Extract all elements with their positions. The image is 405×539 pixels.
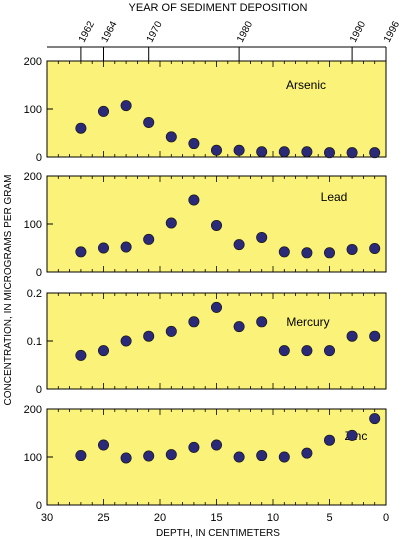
panel-mercury: 0 0.1 0.2 Mercury (27, 288, 387, 396)
x-axis-title: DEPTH, IN CENTIMETERS (156, 528, 280, 539)
data-point (369, 147, 381, 159)
data-point (98, 105, 110, 117)
depth-axis: 30 25 20 15 10 5 0 (41, 512, 389, 524)
panel-frame (46, 408, 387, 506)
data-point (233, 239, 245, 251)
panel-frame (46, 60, 387, 158)
data-point (165, 325, 177, 337)
data-point (188, 441, 200, 453)
x-tick-label: 30 (41, 512, 53, 524)
data-point (278, 146, 290, 158)
panels: 0100200Arsenic0100200Lead00.10.2Mercury0… (24, 56, 387, 512)
data-point (143, 233, 155, 245)
x-tick-label: 10 (267, 512, 279, 524)
top-axis-title: YEAR OF SEDIMENT DEPOSITION (129, 2, 308, 14)
panel-zinc: 0100200Zinc (24, 404, 387, 512)
data-point (188, 316, 200, 328)
panel-arsenic: 0 100 200 Arsenic (24, 56, 387, 164)
data-point (323, 247, 335, 259)
data-point (143, 116, 155, 128)
data-point (211, 439, 223, 451)
x-tick-label: 15 (210, 512, 222, 524)
top-axis-label: 1990 (348, 19, 368, 44)
data-point (143, 450, 155, 462)
data-point (256, 231, 268, 243)
data-point (98, 242, 110, 254)
data-point (278, 451, 290, 463)
data-point (211, 301, 223, 313)
data-point (256, 450, 268, 462)
data-point (301, 345, 313, 357)
data-point (233, 451, 245, 463)
top-axis-label: 1970 (145, 19, 165, 44)
data-point (165, 217, 177, 229)
data-point (346, 429, 358, 441)
data-point (369, 413, 381, 425)
y-axis-title: CONCENTRATION, IN MICROGRAMS PER GRAM (3, 175, 14, 406)
data-point (233, 321, 245, 333)
y-tick-label: 100 (24, 452, 42, 464)
x-tick-label: 20 (154, 512, 166, 524)
series-label-lead: Lead (321, 190, 348, 204)
data-point (75, 450, 87, 462)
data-point (165, 449, 177, 461)
data-point (75, 349, 87, 361)
x-tick-label: 5 (326, 512, 332, 524)
data-point (120, 335, 132, 347)
y-tick-label: 0 (36, 152, 42, 164)
y-tick-label: 0 (36, 384, 42, 396)
data-point (211, 144, 223, 156)
data-point (75, 246, 87, 258)
y-tick-label: 0 (36, 267, 42, 279)
series-label-arsenic: Arsenic (286, 78, 326, 92)
y-tick-label: 200 (24, 171, 42, 183)
data-point (75, 122, 87, 134)
y-tick-label: 200 (24, 404, 42, 416)
data-point (120, 100, 132, 112)
data-point (188, 138, 200, 150)
top-year-axis: 1962 1964 1970 1980 1990 1996 (47, 19, 402, 61)
data-point (233, 144, 245, 156)
data-point (256, 316, 268, 328)
data-point (346, 147, 358, 159)
data-point (120, 241, 132, 253)
y-tick-label: 100 (24, 104, 42, 116)
x-tick-label: 25 (97, 512, 109, 524)
y-tick-label: 0.1 (27, 336, 42, 348)
data-point (369, 242, 381, 254)
data-point (98, 439, 110, 451)
data-point (278, 246, 290, 258)
data-point (278, 345, 290, 357)
data-point (323, 434, 335, 446)
top-axis-label: 1980 (235, 19, 255, 44)
data-point (301, 247, 313, 259)
data-point (346, 243, 358, 255)
data-point (301, 146, 313, 158)
data-point (188, 194, 200, 206)
series-label-mercury: Mercury (286, 315, 329, 329)
data-point (346, 330, 358, 342)
data-point (98, 345, 110, 357)
y-tick-label: 0.2 (27, 288, 42, 300)
y-tick-label: 0 (36, 500, 42, 512)
top-axis-label: 1962 (77, 19, 97, 44)
x-tick-label: 0 (383, 512, 389, 524)
data-point (165, 131, 177, 143)
top-axis-label: 1964 (99, 19, 119, 44)
data-point (323, 147, 335, 159)
top-axis-label: 1996 (382, 19, 402, 44)
y-tick-label: 100 (24, 219, 42, 231)
data-point (256, 146, 268, 158)
data-point (369, 330, 381, 342)
data-point (301, 447, 313, 459)
data-point (143, 330, 155, 342)
data-point (323, 345, 335, 357)
panel-lead: 0 100 200 Lead (24, 171, 387, 279)
y-tick-label: 200 (24, 56, 42, 68)
data-point (120, 452, 132, 464)
data-point (211, 219, 223, 231)
